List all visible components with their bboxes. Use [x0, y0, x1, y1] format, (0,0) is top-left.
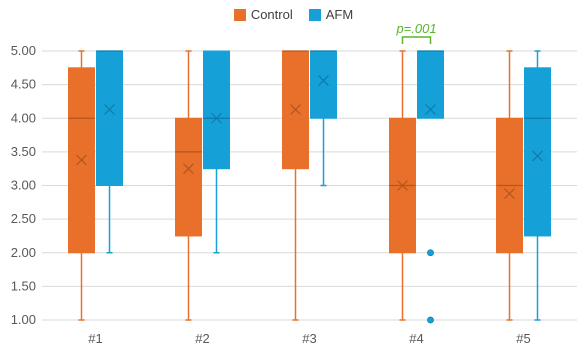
y-tick-label: 4.00 [11, 110, 36, 125]
mean-marker-control-1 [76, 154, 87, 166]
mean-marker-control-2 [183, 163, 194, 175]
legend-swatch-control [233, 8, 246, 21]
y-tick-label: 4.50 [11, 77, 36, 92]
x-tick-label: #5 [516, 331, 530, 346]
legend-label-control: Control [250, 7, 293, 22]
y-tick-label: 3.00 [11, 178, 36, 193]
mean-marker-control-5 [504, 188, 515, 199]
y-tick-label: 1.50 [11, 278, 36, 293]
outlier-point-afm-4 [427, 249, 434, 257]
significance-bracket [401, 36, 432, 44]
x-tick-label: #3 [302, 331, 316, 346]
mean-marker-afm-5 [532, 150, 543, 162]
mean-marker-afm-4 [425, 104, 436, 115]
legend-label-afm: AFM [325, 7, 354, 22]
y-tick-label: 5.00 [11, 43, 36, 58]
box-afm-1 [96, 50, 123, 186]
mean-marker-afm-1 [104, 104, 115, 115]
box-control-2 [175, 117, 202, 237]
y-tick-label: 2.50 [11, 211, 36, 226]
significance-label: p=.001 [395, 21, 436, 36]
outlier-point-afm-4 [427, 316, 434, 324]
y-tick-label: 2.00 [11, 245, 36, 260]
x-tick-label: #1 [88, 331, 102, 346]
mean-marker-control-3 [290, 104, 301, 115]
y-tick-label: 1.00 [11, 312, 36, 327]
box-afm-2 [203, 50, 230, 170]
box-afm-3 [310, 50, 337, 119]
mean-marker-afm-3 [318, 75, 329, 87]
mean-marker-afm-2 [211, 112, 222, 124]
legend-item-control: Control [233, 7, 293, 22]
y-tick-label: 3.50 [11, 144, 36, 159]
legend-item-afm: AFM [308, 7, 354, 22]
x-tick-label: #2 [195, 331, 209, 346]
x-tick-label: #4 [409, 331, 423, 346]
legend: Control AFM [0, 7, 587, 22]
box-afm-4 [417, 50, 444, 119]
mean-marker-control-4 [397, 180, 408, 191]
legend-swatch-afm [308, 8, 321, 21]
box-afm-5 [524, 67, 551, 237]
